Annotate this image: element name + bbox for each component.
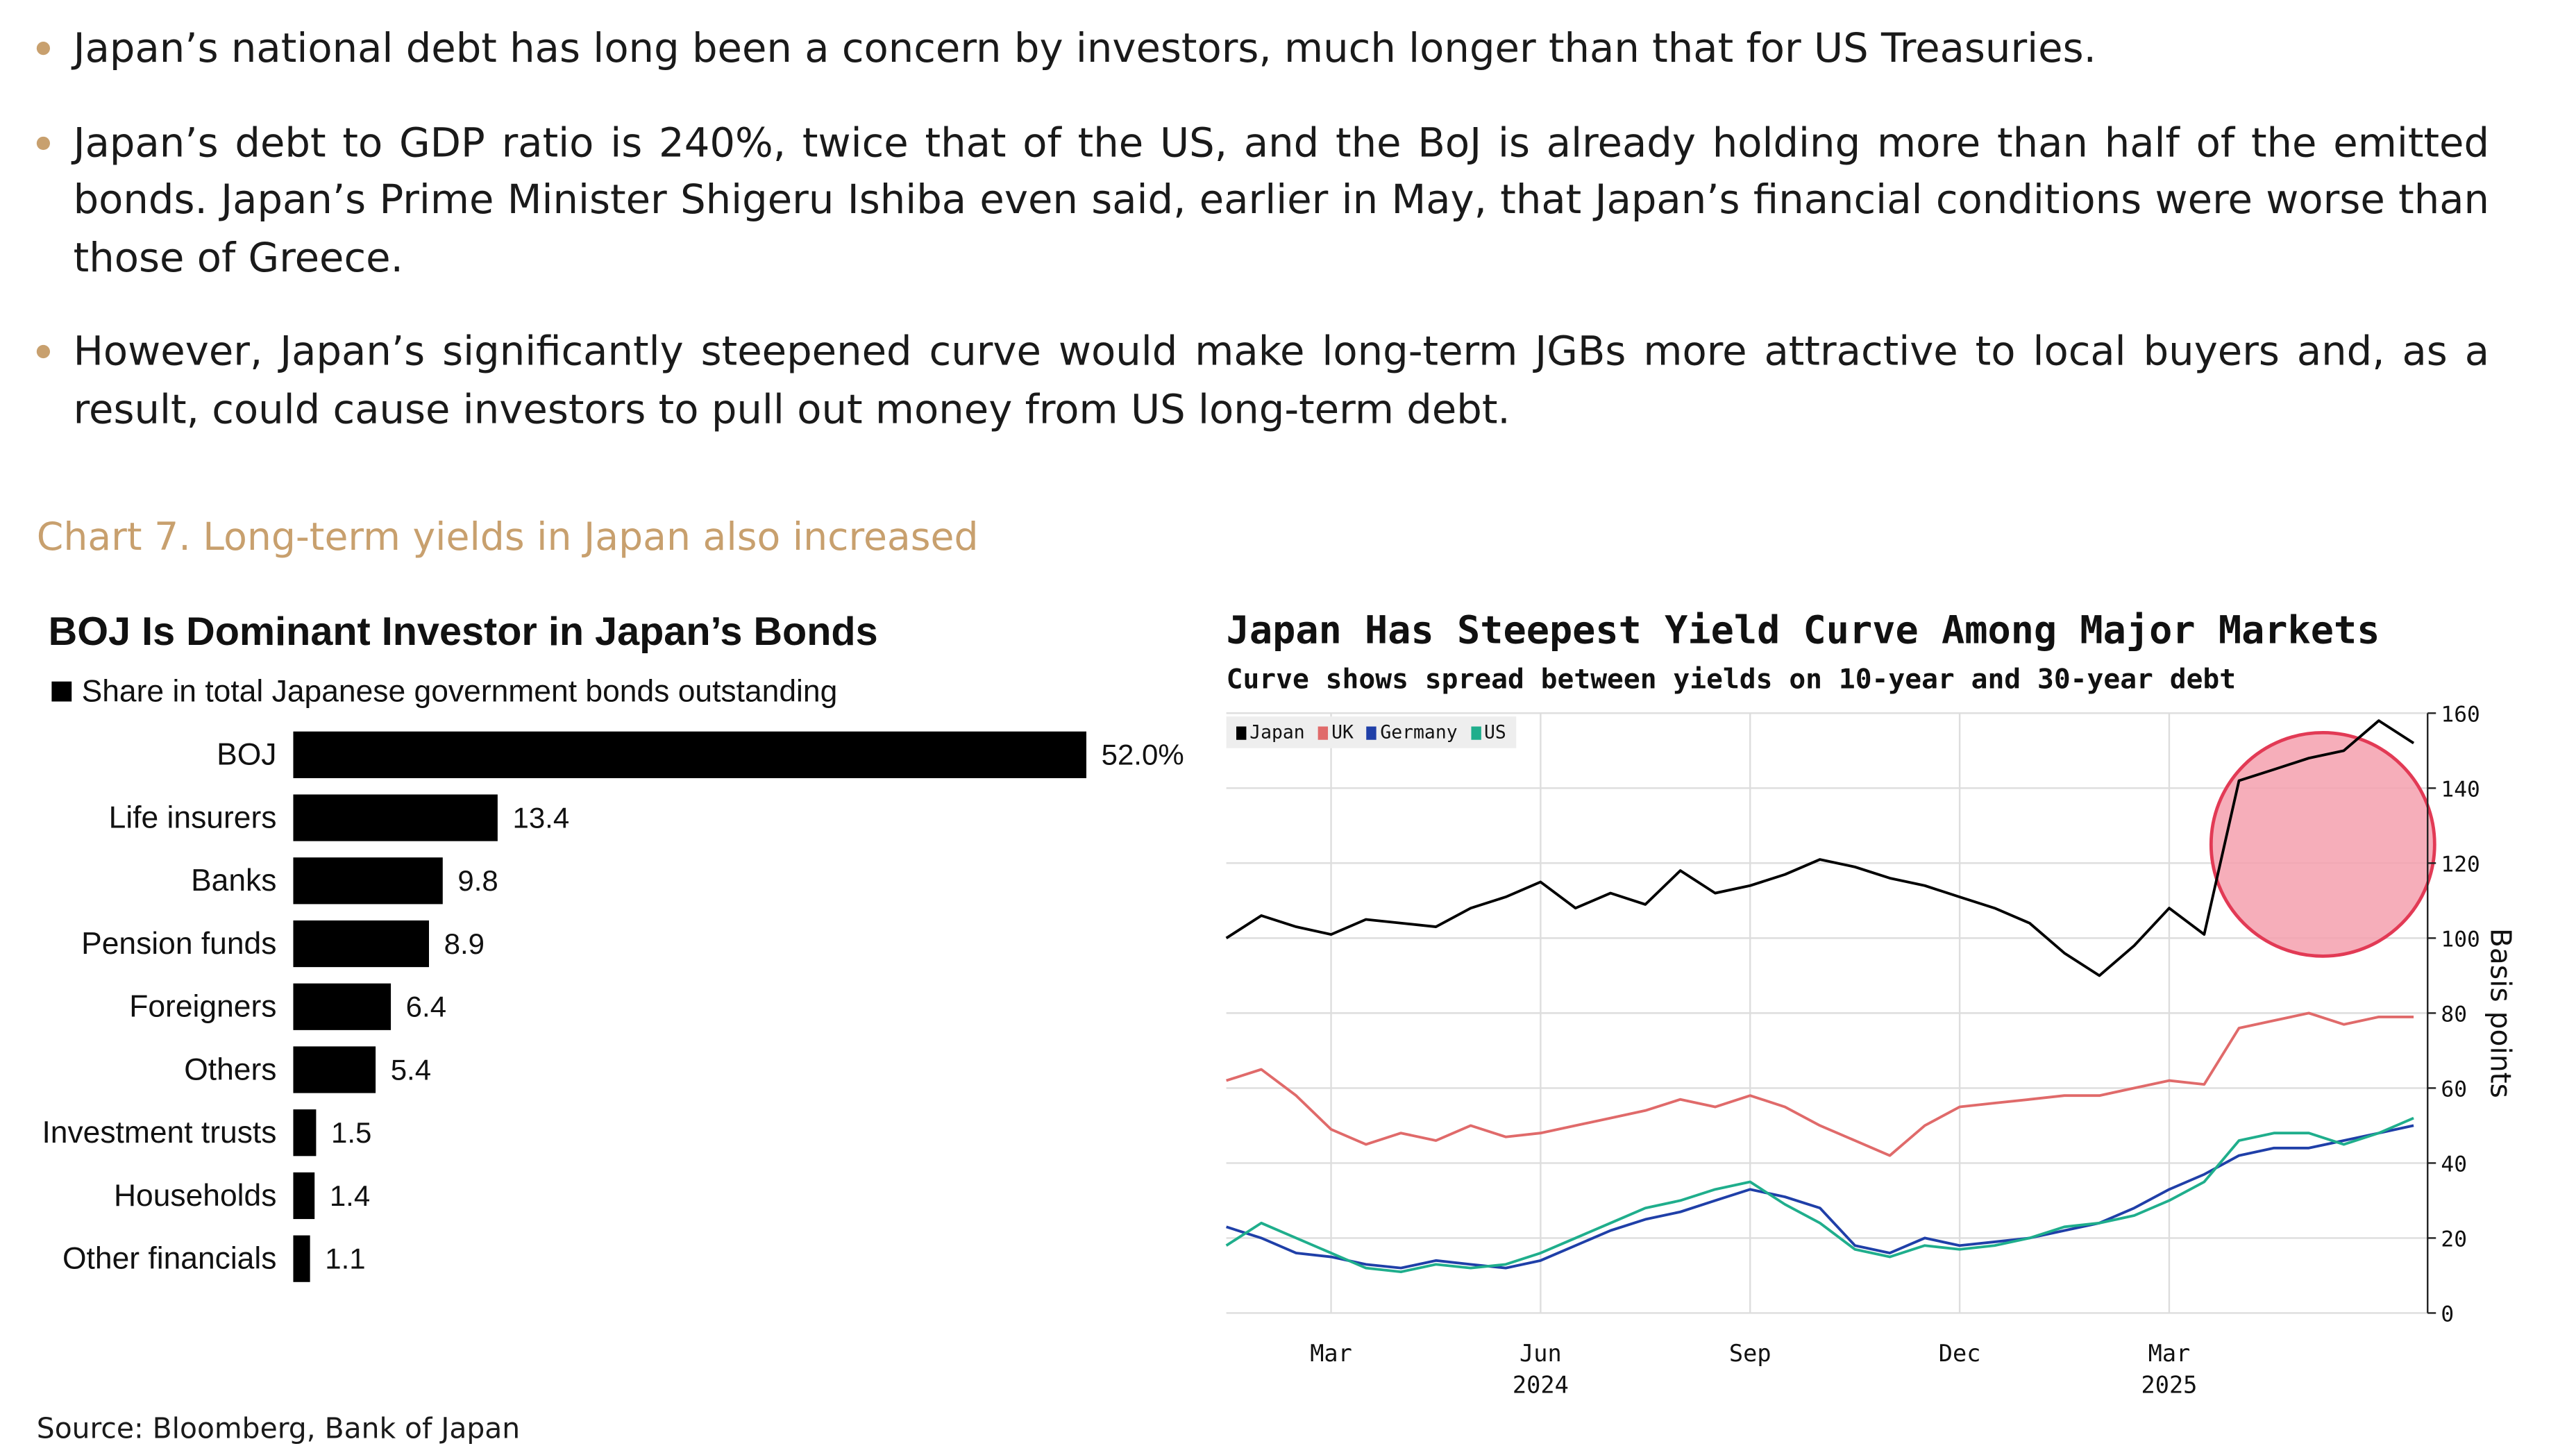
y-tick-label: 160 (2441, 702, 2480, 727)
y-tick-label: 40 (2441, 1152, 2467, 1177)
y-tick-label: 20 (2441, 1227, 2467, 1252)
bar-category-label: Pension funds (81, 927, 276, 961)
bar (293, 920, 430, 968)
bar-category-label: Banks (191, 864, 276, 898)
bar-category-label: BOJ (217, 738, 276, 772)
bullet-item: Japan’s national debt has long been a co… (36, 20, 2489, 78)
bullet-list: Japan’s national debt has long been a co… (36, 20, 2490, 475)
y-tick-label: 60 (2441, 1077, 2467, 1102)
bullet-text: However, Japan’s significantly steepened… (73, 328, 2490, 432)
x-year-label: 2024 (1513, 1372, 1569, 1399)
bar-legend-text: Share in total Japanese government bonds… (81, 673, 838, 709)
legend-item-japan: Japan (1236, 721, 1305, 743)
y-tick-label: 120 (2441, 852, 2480, 877)
bar (293, 794, 498, 841)
y-tick-label: 80 (2441, 1002, 2467, 1027)
x-year-label: 2025 (2141, 1372, 2198, 1399)
bar (293, 731, 1086, 778)
bar-category-label: Households (114, 1179, 276, 1213)
bar-value-label: 9.8 (457, 864, 498, 897)
line-chart-title: Japan Has Steepest Yield Curve Among Maj… (1226, 609, 2380, 653)
x-tick-label: Dec (1939, 1340, 1981, 1367)
bullet-item: Japan’s debt to GDP ratio is 240%, twice… (36, 114, 2490, 286)
legend-label: US (1484, 721, 1506, 743)
bar (293, 1235, 310, 1282)
series-line-us (1225, 1116, 2414, 1274)
bullet-text: Japan’s national debt has long been a co… (73, 25, 2096, 72)
bullet-dot-icon (36, 42, 51, 56)
bar (293, 1109, 317, 1157)
legend-label: Germany (1380, 721, 1458, 743)
legend-label: Japan (1249, 721, 1305, 743)
bullet-dot-icon (36, 135, 51, 149)
series-line-japan (1225, 719, 2415, 977)
bullet-item: However, Japan’s significantly steepened… (36, 323, 2490, 439)
bar (293, 857, 443, 905)
chart-heading: Chart 7. Long-term yields in Japan also … (36, 516, 979, 560)
bar-category-label: Foreigners (129, 990, 276, 1024)
x-tick-label: Sep (1729, 1340, 1771, 1367)
x-tick-label: Mar (1310, 1340, 1352, 1367)
series-line-uk (1226, 1011, 2414, 1157)
bar-chart: BOJ 52.0% Life insurers 13.4 Banks 9.8 Pension… (42, 731, 1184, 1282)
bar-value-label: 1.5 (331, 1116, 371, 1149)
source-note: Source: Bloomberg, Bank of Japan (36, 1413, 521, 1446)
bar-category-label: Others (184, 1052, 276, 1086)
bar-value-label: 13.4 (512, 801, 569, 834)
legend-label: UK (1331, 721, 1354, 743)
legend-swatch-uk (1318, 725, 1329, 739)
bar-chart-legend: Share in total Japanese government bonds… (51, 673, 837, 710)
bar (293, 1172, 315, 1220)
legend-swatch-japan (1236, 725, 1247, 739)
bar-category-label: Life insurers (109, 800, 277, 834)
y-tick-label: 140 (2441, 777, 2480, 802)
bar (293, 1046, 376, 1093)
bar-category-label: Other financials (62, 1242, 276, 1276)
bar-category-label: Investment trusts (42, 1116, 276, 1150)
legend-swatch-us (1470, 725, 1481, 739)
legend-item-us: US (1470, 721, 1506, 743)
bar-chart-title: BOJ Is Dominant Investor in Japan’s Bond… (48, 609, 878, 655)
x-tick-label: Mar (2148, 1340, 2191, 1367)
y-axis-label: Basis points (2484, 928, 2517, 1098)
bar-value-label: 5.4 (391, 1053, 431, 1086)
y-tick-label: 100 (2441, 927, 2480, 952)
highlight-circle (2209, 730, 2436, 958)
series-line-germany (1226, 1124, 2414, 1270)
legend-swatch-germany (1367, 725, 1377, 739)
y-tick-label: 0 (2441, 1302, 2454, 1327)
legend-item-uk: UK (1318, 721, 1354, 743)
line-chart-legend: Japan UK Germany US (1226, 716, 1517, 748)
bar (293, 983, 392, 1030)
line-chart-subtitle: Curve shows spread between yields on 10-… (1226, 663, 2237, 695)
legend-swatch (51, 681, 72, 702)
bar-value-label: 1.4 (330, 1179, 370, 1212)
bar-value-label: 52.0% (1102, 739, 1184, 771)
bar-value-label: 6.4 (406, 991, 446, 1023)
bar-value-label: 8.9 (444, 927, 485, 960)
line-chart: 0 20 40 60 80 100 120 140 160 Basis points Mar Jun 2… (1225, 702, 2517, 1399)
bar-value-label: 1.1 (325, 1243, 365, 1275)
bullet-dot-icon (36, 344, 51, 359)
legend-item-germany: Germany (1367, 721, 1458, 743)
bullet-text: Japan’s debt to GDP ratio is 240%, twice… (73, 119, 2490, 281)
x-tick-label: Jun (1519, 1340, 1562, 1367)
